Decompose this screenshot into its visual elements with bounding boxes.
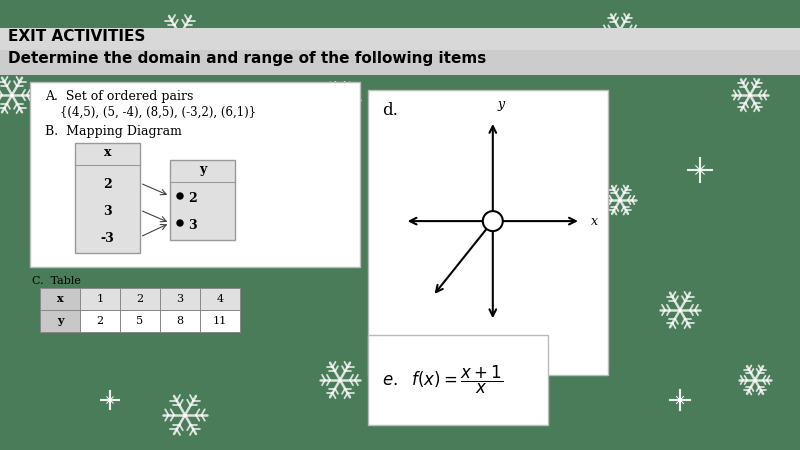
Text: 2: 2 [103,178,112,191]
Bar [80,288,120,310]
Text: 2: 2 [188,192,197,205]
Text: -3: -3 [101,232,114,245]
Text: 2: 2 [137,294,143,304]
Text: 3: 3 [177,294,183,304]
Circle shape [177,193,183,199]
Bar [30,82,360,267]
Text: Determine the domain and range of the following items: Determine the domain and range of the fo… [8,51,486,66]
Text: d.: d. [382,102,398,119]
Text: {(4,5), (5, -4), (8,5), (-3,2), (6,1)}: {(4,5), (5, -4), (8,5), (-3,2), (6,1)} [60,106,256,119]
Bar [120,288,160,310]
Bar [40,310,80,332]
Text: 5: 5 [137,316,143,326]
Bar [75,143,140,253]
Circle shape [483,211,503,231]
Text: y: y [57,315,63,327]
Bar [170,160,235,240]
Text: y: y [199,163,206,176]
Bar [80,310,120,332]
Bar [200,310,240,332]
Bar [160,310,200,332]
Text: 2: 2 [97,316,103,326]
Text: 8: 8 [177,316,183,326]
Bar [200,288,240,310]
Bar [368,335,548,425]
Text: $\mathit{e.\ \ f(x) = \dfrac{x+1}{x}}$: $\mathit{e.\ \ f(x) = \dfrac{x+1}{x}}$ [382,364,503,396]
Text: C.  Table: C. Table [32,276,81,286]
Text: 11: 11 [213,316,227,326]
Text: EXIT ACTIVITIES: EXIT ACTIVITIES [8,29,146,44]
Text: x: x [590,215,598,228]
Text: 4: 4 [217,294,223,304]
Text: A.  Set of ordered pairs: A. Set of ordered pairs [45,90,194,103]
Bar [40,288,80,310]
Text: x: x [104,146,111,159]
Text: 3: 3 [103,205,112,218]
Text: y: y [498,98,505,111]
Text: 3: 3 [188,219,197,232]
Circle shape [177,220,183,226]
Bar [368,90,608,375]
Bar [0,50,800,75]
Text: x: x [57,293,63,305]
Text: B.  Mapping Diagram: B. Mapping Diagram [45,125,182,138]
Bar [160,288,200,310]
Bar [120,310,160,332]
Bar [0,28,800,50]
Text: 1: 1 [97,294,103,304]
